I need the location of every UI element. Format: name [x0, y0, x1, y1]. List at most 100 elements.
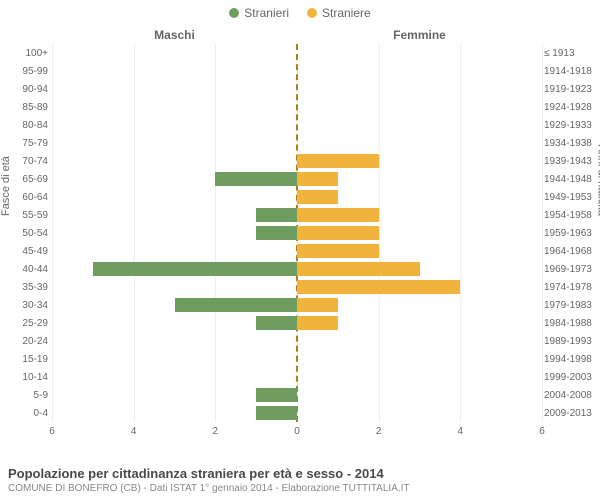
- bar-female: [297, 190, 338, 203]
- pyramid-row: 30-341979-1983: [52, 296, 542, 314]
- age-label: 100+: [0, 48, 48, 59]
- age-label: 65-69: [0, 174, 48, 185]
- x-tick-label: 6: [539, 426, 545, 437]
- male-half: [52, 98, 297, 116]
- male-half: [52, 224, 297, 242]
- female-half: [297, 386, 542, 404]
- pyramid-row: 50-541959-1963: [52, 224, 542, 242]
- pyramid-row: 0-42009-2013: [52, 404, 542, 422]
- female-half: [297, 206, 542, 224]
- grid-line: [542, 44, 543, 422]
- pyramid-row: 90-941919-1923: [52, 80, 542, 98]
- age-label: 0-4: [0, 408, 48, 419]
- chart-footer: Popolazione per cittadinanza straniera p…: [8, 466, 592, 494]
- age-label: 35-39: [0, 282, 48, 293]
- male-half: [52, 260, 297, 278]
- birth-year-label: ≤ 1913: [544, 48, 598, 59]
- x-tick-label: 2: [213, 426, 219, 437]
- birth-year-label: 1964-1968: [544, 246, 598, 257]
- male-half: [52, 152, 297, 170]
- age-label: 85-89: [0, 102, 48, 113]
- bar-female: [297, 280, 460, 293]
- bar-female: [297, 208, 379, 221]
- female-half: [297, 368, 542, 386]
- pyramid-row: 85-891924-1928: [52, 98, 542, 116]
- pyramid-row: 25-291984-1988: [52, 314, 542, 332]
- pyramid-row: 95-991914-1918: [52, 62, 542, 80]
- age-label: 75-79: [0, 138, 48, 149]
- birth-year-label: 1969-1973: [544, 264, 598, 275]
- female-half: [297, 62, 542, 80]
- age-label: 25-29: [0, 318, 48, 329]
- birth-year-label: 1994-1998: [544, 354, 598, 365]
- x-tick-label: 6: [49, 426, 55, 437]
- pyramid-row: 65-691944-1948: [52, 170, 542, 188]
- age-label: 15-19: [0, 354, 48, 365]
- birth-year-label: 1979-1983: [544, 300, 598, 311]
- side-title-right: Femmine: [297, 28, 542, 42]
- pyramid-row: 80-841929-1933: [52, 116, 542, 134]
- male-half: [52, 314, 297, 332]
- male-half: [52, 116, 297, 134]
- female-half: [297, 98, 542, 116]
- female-half: [297, 170, 542, 188]
- bar-female: [297, 172, 338, 185]
- legend-dot-female-icon: [307, 8, 317, 18]
- bar-male: [93, 262, 297, 275]
- age-label: 20-24: [0, 336, 48, 347]
- pyramid-row: 75-791934-1938: [52, 134, 542, 152]
- x-tick-label: 4: [131, 426, 137, 437]
- bar-female: [297, 154, 379, 167]
- age-label: 10-14: [0, 372, 48, 383]
- male-half: [52, 62, 297, 80]
- female-half: [297, 404, 542, 422]
- birth-year-label: 1929-1933: [544, 120, 598, 131]
- bar-male: [256, 406, 297, 419]
- female-half: [297, 134, 542, 152]
- birth-year-label: 1939-1943: [544, 156, 598, 167]
- legend-item-female: Straniere: [307, 6, 371, 20]
- male-half: [52, 80, 297, 98]
- age-label: 60-64: [0, 192, 48, 203]
- age-label: 55-59: [0, 210, 48, 221]
- pyramid-rows: 100+≤ 191395-991914-191890-941919-192385…: [52, 44, 542, 422]
- legend-label-female: Straniere: [322, 6, 371, 20]
- x-tick-label: 0: [294, 426, 300, 437]
- female-half: [297, 242, 542, 260]
- x-tick-label: 2: [376, 426, 382, 437]
- age-label: 45-49: [0, 246, 48, 257]
- female-half: [297, 260, 542, 278]
- male-half: [52, 134, 297, 152]
- pyramid-row: 55-591954-1958: [52, 206, 542, 224]
- female-half: [297, 152, 542, 170]
- birth-year-label: 1959-1963: [544, 228, 598, 239]
- birth-year-label: 1949-1953: [544, 192, 598, 203]
- male-half: [52, 170, 297, 188]
- age-label: 30-34: [0, 300, 48, 311]
- male-half: [52, 188, 297, 206]
- male-half: [52, 386, 297, 404]
- pyramid-row: 5-92004-2008: [52, 386, 542, 404]
- birth-year-label: 2009-2013: [544, 408, 598, 419]
- male-half: [52, 368, 297, 386]
- pyramid-row: 10-141999-2003: [52, 368, 542, 386]
- pyramid-row: 100+≤ 1913: [52, 44, 542, 62]
- bar-male: [256, 316, 297, 329]
- footer-subtitle: COMUNE DI BONEFRO (CB) - Dati ISTAT 1° g…: [8, 483, 592, 494]
- age-label: 5-9: [0, 390, 48, 401]
- male-half: [52, 242, 297, 260]
- birth-year-label: 1974-1978: [544, 282, 598, 293]
- pyramid-row: 35-391974-1978: [52, 278, 542, 296]
- legend: Stranieri Straniere: [0, 0, 600, 20]
- legend-dot-male-icon: [229, 8, 239, 18]
- bar-male: [256, 388, 297, 401]
- male-half: [52, 404, 297, 422]
- bar-male: [256, 226, 297, 239]
- birth-year-label: 1989-1993: [544, 336, 598, 347]
- male-half: [52, 296, 297, 314]
- male-half: [52, 350, 297, 368]
- age-label: 50-54: [0, 228, 48, 239]
- legend-label-male: Stranieri: [244, 6, 289, 20]
- pyramid-row: 70-741939-1943: [52, 152, 542, 170]
- female-half: [297, 116, 542, 134]
